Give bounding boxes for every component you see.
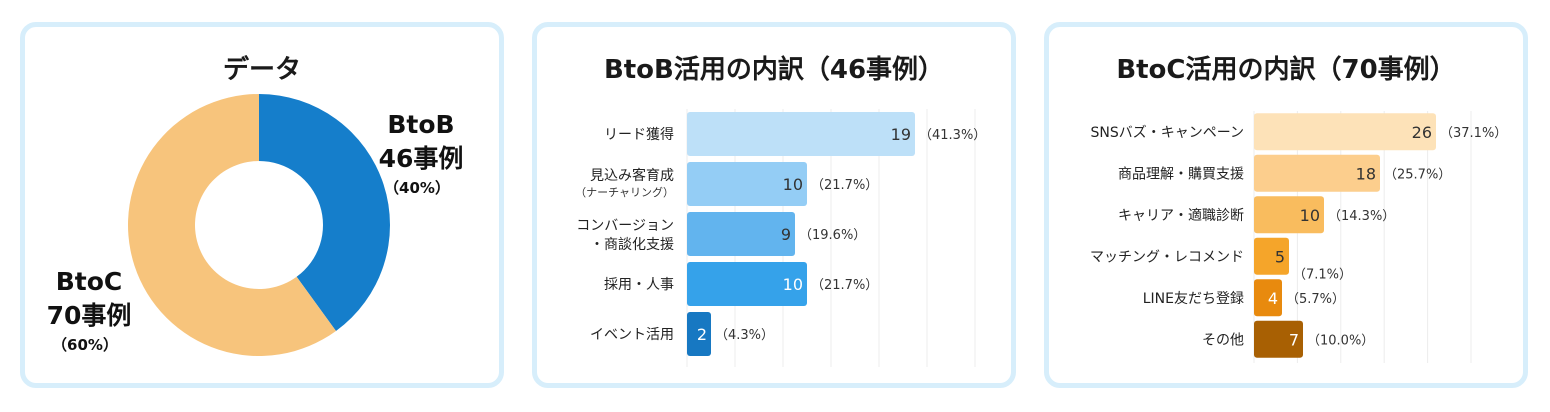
- category-label: SNSバズ・キャンペーン: [1090, 125, 1244, 141]
- bar-value-label: 2: [697, 325, 707, 344]
- donut-slice-btoc: [128, 94, 336, 356]
- bar-percent-label: （10.0%）: [1307, 333, 1374, 348]
- bar: [1254, 113, 1436, 151]
- bar: [1254, 196, 1324, 234]
- slice-count-label: 46事例: [379, 144, 464, 173]
- bar-percent-label: （7.1%）: [1293, 267, 1352, 282]
- category-label: 採用・人事: [604, 277, 674, 293]
- bar-percent-label: （19.6%）: [799, 228, 866, 243]
- category-label: その他: [1202, 332, 1244, 348]
- category-label: 見込み客育成: [590, 167, 674, 184]
- bar: [687, 312, 711, 356]
- bar-value-label: 10: [1300, 206, 1320, 225]
- bar-value-label: 18: [1356, 164, 1376, 183]
- slice-percent-label: （40%）: [384, 179, 450, 197]
- bar-percent-label: （14.3%）: [1328, 209, 1395, 224]
- category-label: ・商談化支援: [590, 237, 674, 253]
- slice-count-label: 70事例: [47, 301, 132, 330]
- donut-chart: BtoB 46事例 （40%） BtoC 70事例 （60%）: [47, 94, 464, 356]
- bar-percent-label: （25.7%）: [1384, 167, 1451, 182]
- bar-value-label: 9: [781, 225, 791, 244]
- category-sublabel: （ナーチャリング）: [575, 185, 674, 199]
- bar-value-label: 19: [891, 125, 911, 144]
- bar-percent-label: （41.3%）: [919, 128, 986, 143]
- btob-bar-chart: 19 （41.3%） リード獲得 10 （21.7%） 見込み客育成（ナーチャリング） 9 （…: [575, 109, 986, 367]
- donut-title: データ: [222, 55, 301, 85]
- bar: [1254, 279, 1282, 317]
- bar: [687, 112, 915, 156]
- donut-card: データ BtoB 46事例 （40%） BtoC 70事例 （60%）: [20, 22, 504, 388]
- category-label: LINE友だち登録: [1143, 291, 1244, 307]
- btob-title: BtoB活用の内訳（46事例）: [603, 55, 945, 85]
- bar: [1254, 237, 1289, 275]
- bar-percent-label: （4.3%）: [715, 328, 774, 343]
- category-label: イベント活用: [590, 327, 674, 343]
- category-label: キャリア・適職診断: [1118, 207, 1244, 224]
- category-label: マッチング・レコメンド: [1090, 249, 1244, 265]
- bar-value-label: 10: [783, 175, 803, 194]
- bar-value-label: 7: [1289, 330, 1299, 349]
- slice-name-label: BtoB: [387, 110, 454, 139]
- category-label: コンバージョン: [576, 218, 674, 234]
- btoc-bar-chart: 26 （37.1%） SNSバズ・キャンペーン 18 （25.7%） 商品理解・購買支援 1…: [1090, 111, 1507, 363]
- bar-value-label: 10: [783, 275, 803, 294]
- bar-value-label: 5: [1275, 247, 1285, 266]
- category-label: 商品理解・購買支援: [1118, 166, 1244, 182]
- donut-slice-btob: [259, 94, 391, 331]
- btob-card: BtoB活用の内訳（46事例） 19 （41.3%） リード獲得 10 （21.7%） 見…: [532, 22, 1016, 388]
- bar-percent-label: （37.1%）: [1440, 126, 1507, 141]
- category-label: リード獲得: [604, 126, 674, 143]
- bar: [687, 162, 807, 206]
- slice-percent-label: （60%）: [52, 336, 118, 354]
- btoc-title: BtoC活用の内訳（70事例）: [1116, 55, 1456, 85]
- bar: [1254, 154, 1380, 192]
- bar-percent-label: （21.7%）: [811, 178, 878, 193]
- bar: [1254, 320, 1303, 358]
- bar: [687, 212, 795, 256]
- bar-percent-label: （21.7%）: [811, 278, 878, 293]
- slice-name-label: BtoC: [56, 267, 123, 296]
- btoc-card: BtoC活用の内訳（70事例） 26 （37.1%） SNSバズ・キャンペーン 18 （…: [1044, 22, 1528, 388]
- bar-percent-label: （5.7%）: [1286, 292, 1345, 307]
- bar-value-label: 26: [1412, 123, 1432, 142]
- bar-value-label: 4: [1268, 289, 1278, 308]
- bar: [687, 262, 807, 306]
